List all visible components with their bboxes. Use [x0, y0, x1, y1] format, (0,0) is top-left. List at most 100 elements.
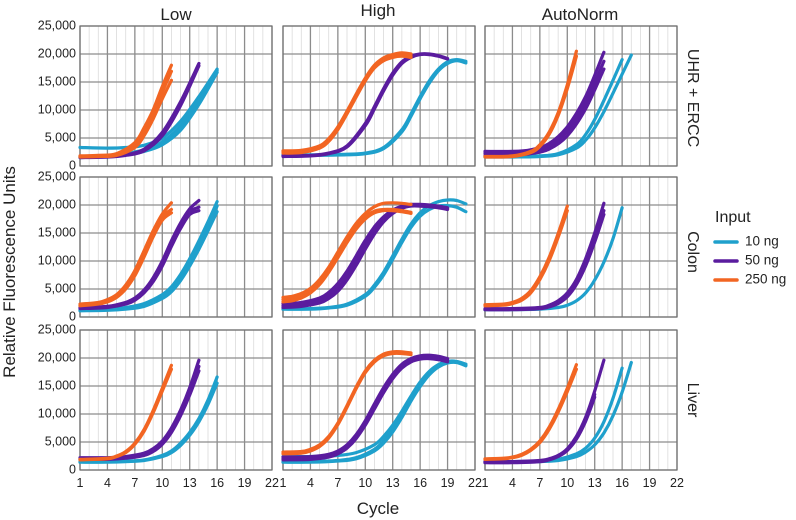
series-lines — [483, 358, 633, 465]
series-line-250-ng — [281, 208, 413, 304]
y-axis-title: Relative Fluorescence Units — [0, 166, 19, 378]
legend-label: 10 ng — [745, 234, 779, 249]
y-tick-label: 0 — [69, 158, 76, 172]
row-titles: UHR + ERCC Colon Liver — [684, 49, 701, 418]
series-line-50-ng — [483, 395, 597, 465]
series-line-50-ng — [281, 52, 450, 159]
x-tick-label: 4 — [307, 476, 314, 490]
series-line-10-ng — [483, 53, 633, 159]
y-tick-label: 25,000 — [38, 322, 76, 336]
panel-frame — [484, 25, 678, 167]
panel-uhr-ercc-autonorm — [483, 25, 678, 167]
y-tick-label: 0 — [69, 309, 76, 323]
panel-colon-high — [281, 176, 476, 318]
panel-frame — [282, 329, 476, 471]
series-lines — [78, 61, 219, 160]
legend-items: 10 ng 50 ng 250 ng — [713, 234, 786, 287]
series-lines — [281, 350, 468, 464]
y-tick-label: 20,000 — [38, 46, 76, 60]
panel-frame — [282, 25, 476, 167]
legend-entry-50-ng: 50 ng — [713, 253, 779, 268]
series-line-250-ng — [281, 351, 413, 456]
series-line-50-ng — [281, 204, 450, 310]
x-tick-label: 22 — [670, 476, 684, 490]
y-tick-label: 5,000 — [45, 434, 76, 448]
x-tick-label: 13 — [588, 476, 602, 490]
x-tick-label: 16 — [210, 476, 224, 490]
legend-title: Input — [715, 209, 751, 226]
series-lines — [483, 201, 624, 312]
x-tick-label: 1 — [482, 476, 489, 490]
series-line-250-ng — [281, 54, 413, 155]
y-tick-label: 25,000 — [38, 169, 76, 183]
y-tick-label: 10,000 — [38, 253, 76, 267]
panel-liver-low: 0 5,000 10,000 15,000 20,000 25,000 1 4 7 10 13 16 1… — [38, 322, 279, 490]
panel-frame — [484, 329, 678, 471]
series-line-50-ng — [281, 356, 450, 462]
x-tick-label: 13 — [386, 476, 400, 490]
row-title-colon: Colon — [684, 231, 701, 273]
panel-frame — [79, 176, 273, 318]
y-tick-label: 0 — [69, 462, 76, 476]
series-line-250-ng — [483, 204, 569, 307]
gridlines — [79, 176, 273, 318]
x-tick-label: 7 — [334, 476, 341, 490]
y-tick-label: 20,000 — [38, 197, 76, 211]
y-tick-label: 10,000 — [38, 102, 76, 116]
series-line-250-ng — [78, 78, 173, 159]
panel-uhr-ercc-high — [281, 25, 476, 167]
y-tick-label: 15,000 — [38, 74, 76, 88]
column-title-high: High — [361, 1, 396, 20]
series-line-10-ng — [78, 210, 219, 313]
y-tick-label: 15,000 — [38, 378, 76, 392]
y-tick-label: 25,000 — [38, 18, 76, 32]
y-tick-label: 15,000 — [38, 225, 76, 239]
x-tick-label: 19 — [441, 476, 455, 490]
panel-frame — [282, 176, 476, 318]
legend-entry-250-ng: 250 ng — [713, 272, 786, 287]
series-line-10-ng — [78, 381, 219, 464]
x-tick-label: 4 — [104, 476, 111, 490]
series-line-50-ng — [78, 209, 201, 311]
x-tick-label: 1 — [77, 476, 84, 490]
series-line-50-ng — [483, 212, 606, 312]
x-tick-label: 16 — [615, 476, 629, 490]
x-tick-label: 10 — [358, 476, 372, 490]
x-tick-label: 4 — [509, 476, 516, 490]
x-tick-label: 22 — [265, 476, 279, 490]
legend-entry-10-ng: 10 ng — [713, 234, 779, 249]
x-tick-label: 7 — [536, 476, 543, 490]
series-line-50-ng — [78, 369, 201, 462]
series-line-10-ng — [483, 366, 624, 464]
column-titles: Low High AutoNorm — [160, 1, 618, 24]
gridlines — [79, 25, 273, 167]
panel-colon-low: 0 5,000 10,000 15,000 20,000 25,000 — [38, 169, 273, 323]
series-lines — [281, 198, 468, 311]
column-title-autonorm: AutoNorm — [542, 5, 619, 24]
series-line-50-ng — [78, 198, 201, 310]
series-line-10-ng — [281, 59, 468, 158]
series-line-50-ng — [483, 59, 606, 155]
row-title-uhr-ercc: UHR + ERCC — [684, 49, 701, 147]
series-line-250-ng — [483, 367, 578, 461]
gridlines — [484, 329, 678, 471]
series-lines — [281, 51, 468, 159]
panel-grid: 05,00010,00015,00020,00025,00005,00010,0… — [38, 18, 684, 490]
x-tick-label: 1 — [280, 476, 287, 490]
x-axis-title: Cycle — [357, 499, 400, 518]
panel-frame — [79, 25, 273, 167]
legend-label: 250 ng — [745, 272, 786, 287]
series-lines — [78, 358, 219, 464]
panel-uhr-ercc-low: 0 5,000 10,000 15,000 20,000 25,000 — [38, 18, 273, 172]
panel-liver-autonorm: 1 4 7 10 13 16 19 22 — [482, 329, 684, 490]
legend: Input 10 ng 50 ng 250 ng — [713, 209, 786, 287]
series-lines — [483, 49, 633, 159]
x-tick-label: 22 — [468, 476, 482, 490]
column-title-low: Low — [160, 5, 192, 24]
series-line-250-ng — [483, 209, 569, 308]
x-tick-label: 10 — [155, 476, 169, 490]
panel-colon-autonorm — [483, 176, 678, 318]
x-tick-label: 16 — [413, 476, 427, 490]
y-tick-label: 5,000 — [45, 281, 76, 295]
